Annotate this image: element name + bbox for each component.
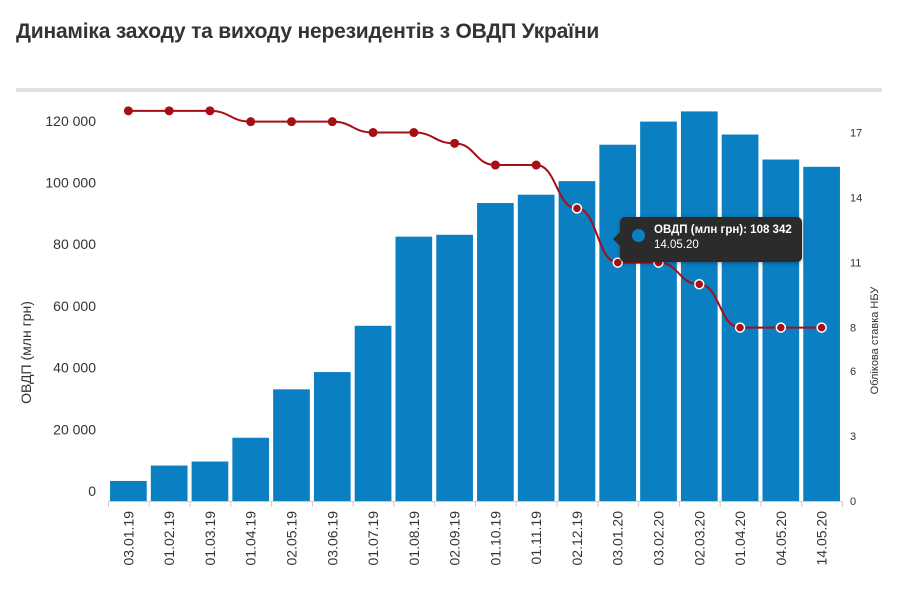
rate-point — [123, 106, 133, 116]
y-tick-label: 20 000 — [53, 421, 96, 437]
x-tick-label: 03.06.19 — [324, 511, 340, 566]
y-tick-label: 40 000 — [53, 360, 96, 376]
x-tick-label: 01.10.19 — [487, 511, 503, 566]
bar — [517, 194, 555, 501]
y-right-tick-label: 6 — [850, 366, 856, 378]
bar — [273, 389, 310, 501]
x-tick-label: 04.05.20 — [773, 511, 789, 566]
bar — [232, 437, 270, 501]
y-tick-label: 120 000 — [45, 113, 96, 129]
bar — [721, 134, 759, 501]
tooltip-value-line: ОВДП (млн грн): 108 342 — [654, 224, 794, 236]
tooltip-series-marker-icon — [632, 229, 645, 242]
rate-point — [287, 117, 296, 127]
x-tick-label: 01.11.19 — [528, 511, 544, 565]
rate-point — [775, 322, 787, 333]
rate-point — [571, 203, 583, 214]
bar — [110, 480, 147, 501]
x-tick-label: 14.05.20 — [814, 511, 830, 566]
tooltip-value: 108 342 — [750, 224, 792, 236]
y-right-tick-label: 0 — [850, 496, 856, 508]
y-tick-label: 100 000 — [45, 175, 96, 191]
y-tick-label: 80 000 — [53, 236, 96, 252]
bar — [354, 325, 392, 501]
y-right-tick-label: 14 — [850, 193, 862, 205]
rate-point — [490, 160, 500, 170]
rate-point — [409, 128, 419, 138]
title-divider — [16, 88, 882, 92]
rate-point — [246, 117, 256, 127]
bar — [803, 166, 840, 502]
y-tick-label: 0 — [88, 483, 96, 499]
bar — [680, 111, 718, 501]
rate-point — [205, 106, 215, 116]
rate-point — [694, 278, 705, 290]
rate-point — [164, 106, 174, 116]
bar — [640, 121, 677, 501]
y-right-tick-label: 3 — [850, 431, 856, 443]
chart-title: Динаміка заходу та виходу нерезидентів з… — [16, 20, 600, 43]
x-tick-label: 01.03.19 — [202, 511, 218, 566]
x-tick-label: 03.01.19 — [120, 511, 136, 566]
x-tick-label: 02.05.19 — [284, 511, 300, 566]
y-right-axis-title: Облікова ставка НБУ — [869, 286, 881, 395]
x-tick-label: 02.03.20 — [691, 511, 707, 566]
bar — [191, 461, 229, 501]
bar — [599, 144, 637, 501]
y-tick-label: 60 000 — [53, 298, 96, 314]
rate-point — [816, 322, 827, 333]
rate-point — [368, 128, 378, 138]
tooltip-arrow — [613, 232, 620, 246]
x-tick-label: 01.08.19 — [406, 511, 422, 566]
rate-point — [612, 257, 623, 268]
x-tick-label: 01.04.20 — [732, 511, 748, 566]
bar — [395, 236, 433, 501]
x-tick-label: 03.02.20 — [651, 511, 667, 566]
x-tick-label: 01.07.19 — [365, 511, 381, 566]
x-tick-label: 01.02.19 — [161, 511, 177, 566]
bar — [477, 203, 514, 501]
x-tick-label: 01.04.19 — [243, 511, 259, 566]
x-tick-label: 02.09.19 — [447, 511, 463, 566]
bar — [150, 465, 188, 501]
y-right-tick-label: 11 — [850, 258, 861, 270]
x-tick-label: 02.12.19 — [569, 511, 585, 566]
y-axis-title: ОВДП (млн грн) — [18, 301, 34, 404]
chart-tooltip: ОВДП (млн грн): 108 342 14.05.20 — [613, 217, 802, 262]
x-tick-label: 03.01.20 — [610, 511, 626, 566]
rate-point — [531, 160, 541, 170]
bar — [558, 181, 596, 502]
bar — [313, 372, 351, 501]
y-right-tick-label: 8 — [850, 323, 856, 335]
tooltip-series-label: ОВДП (млн грн): — [654, 224, 747, 236]
rate-point — [734, 322, 746, 333]
bar — [436, 234, 473, 501]
tooltip-date: 14.05.20 — [654, 239, 699, 251]
y-right-tick-label: 17 — [850, 128, 862, 140]
rate-point — [327, 117, 337, 127]
rate-point — [450, 138, 460, 148]
